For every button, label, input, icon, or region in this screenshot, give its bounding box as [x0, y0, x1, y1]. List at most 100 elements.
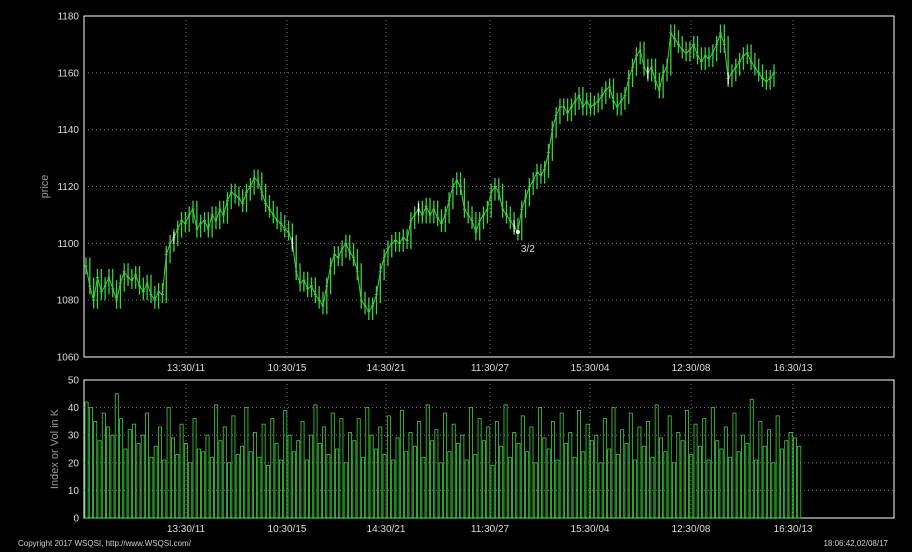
volume-bar [209, 456, 214, 519]
price-x-tick-label-4: 15:30/04 [571, 363, 610, 374]
volume-bar [546, 448, 551, 519]
volume-bar [119, 418, 124, 519]
volume-bar [434, 429, 439, 519]
volume-bar [646, 420, 651, 519]
volume-bar [589, 440, 594, 519]
volume-bar [253, 432, 257, 519]
volume-bar [676, 432, 681, 519]
volume-bar [564, 443, 568, 519]
volume-bar [369, 434, 374, 519]
volume-bar [745, 443, 750, 519]
volume-bar [507, 456, 512, 519]
volume-bar [663, 451, 668, 519]
volume-y-axis-label: Index or Vol in K [49, 408, 61, 489]
volume-bar [352, 440, 357, 519]
volume-bar [304, 459, 309, 519]
volume-bar [192, 418, 197, 519]
volume-bar [464, 459, 469, 519]
volume-y-tick-label-5: 50 [68, 376, 80, 387]
volume-bar [754, 459, 759, 519]
volume-bar [326, 454, 331, 519]
volume-bar [296, 440, 301, 519]
annotation-label: 3/2 [521, 244, 535, 255]
volume-bar [270, 418, 275, 519]
volume-bar [486, 426, 491, 519]
volume-bar [235, 454, 240, 519]
volume-bar [615, 454, 620, 519]
volume-bar [170, 437, 175, 519]
volume-bar [339, 418, 344, 519]
volume-bar [490, 465, 495, 519]
volume-bar [330, 412, 335, 519]
volume-bar [283, 409, 288, 519]
price-y-tick-label-4: 1140 [57, 125, 79, 136]
volume-bar [797, 445, 802, 519]
volume-bar [771, 462, 776, 519]
volume-bar [257, 456, 262, 519]
volume-bar [335, 448, 340, 519]
volume-bar [693, 423, 698, 519]
volume-bar [348, 432, 352, 519]
volume-bar [598, 462, 603, 519]
volume-bar [538, 407, 543, 519]
volume-bar [555, 459, 560, 519]
volume-bar [710, 407, 715, 519]
volume-bar [529, 426, 534, 519]
volume-bar [456, 443, 460, 519]
volume-bar [175, 454, 180, 519]
volume-bar [278, 459, 283, 519]
volume-bar [101, 412, 106, 519]
volume-bar [322, 426, 327, 519]
volume-bar [404, 451, 409, 519]
volume-bar [637, 426, 642, 519]
volume-bar [520, 415, 525, 519]
volume-x-tick-label-4: 15:30/04 [571, 524, 610, 535]
volume-bar [97, 440, 102, 519]
price-x-tick-label-2: 14:30/21 [367, 363, 406, 374]
volume-bar [127, 429, 132, 519]
volume-bar [702, 418, 707, 519]
volume-bar [227, 462, 232, 519]
volume-bar [780, 448, 784, 519]
volume-x-tick-label-0: 13:30/11 [167, 524, 206, 535]
volume-bar [300, 420, 305, 519]
volume-x-tick-label-5: 12:30/08 [672, 524, 711, 535]
volume-bar [620, 429, 625, 519]
volume-bar [84, 401, 89, 519]
volume-bar [469, 407, 473, 519]
volume-bar [343, 462, 348, 519]
volume-bar [533, 462, 538, 519]
volume-bar [179, 423, 184, 519]
volume-bar [542, 437, 547, 519]
volume-bar [136, 443, 141, 519]
volume-bar [749, 398, 754, 519]
volume-x-tick-label-1: 10:30/15 [268, 524, 307, 535]
volume-bar [261, 423, 266, 519]
volume-bar [559, 412, 564, 519]
volume-bar [525, 451, 530, 519]
volume-bar [551, 420, 556, 519]
volume-bar [697, 445, 702, 519]
price-y-tick-label-2: 1100 [57, 239, 79, 250]
price-y-tick-label-6: 1180 [57, 12, 79, 23]
volume-bar [576, 409, 581, 519]
volume-bar [516, 443, 521, 519]
volume-bar [123, 448, 128, 519]
volume-bar [512, 432, 517, 519]
volume-bar [481, 440, 486, 519]
volume-y-tick-label-3: 30 [68, 431, 80, 442]
price-x-tick-label-5: 12:30/08 [672, 363, 711, 374]
volume-bar [244, 407, 249, 519]
volume-bar [641, 445, 646, 519]
timestamp-text: 18:06:42,02/08/17 [823, 539, 888, 548]
volume-bar [715, 440, 720, 519]
volume-bar [503, 404, 508, 519]
volume-bar [356, 418, 361, 519]
volume-bar [650, 456, 655, 519]
volume-y-tick-label-4: 40 [68, 403, 80, 414]
volume-bar [585, 423, 590, 519]
volume-bar [266, 465, 270, 519]
volume-bar [140, 434, 145, 519]
volume-bar [684, 409, 689, 519]
volume-bar [728, 456, 733, 519]
